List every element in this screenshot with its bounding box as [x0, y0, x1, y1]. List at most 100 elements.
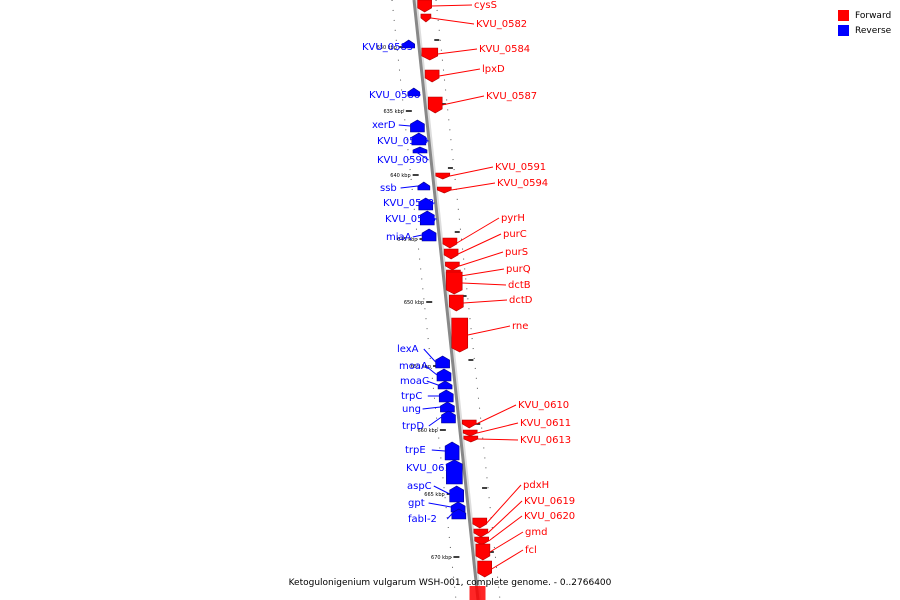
gene-kvu-0590[interactable] [412, 146, 428, 154]
gene-pdxh[interactable] [472, 517, 488, 529]
gene-kvu-0610[interactable] [461, 419, 477, 429]
gene-label-moac[interactable]: moaC [400, 376, 429, 387]
legend-reverse[interactable]: Reverse [838, 23, 891, 38]
gene-ung[interactable] [440, 401, 455, 413]
gene-purc[interactable] [443, 248, 459, 260]
gene-label-xerd[interactable]: xerD [372, 120, 396, 131]
gene-connector [431, 4, 473, 7]
gene-connector [430, 17, 475, 25]
gene-label-fabi-2[interactable]: fabI-2 [408, 514, 437, 525]
gene-moac[interactable] [437, 380, 453, 390]
gene-label-kvu-0590[interactable]: KVU_0590 [377, 155, 428, 166]
gene-label-kvu-0610[interactable]: KVU_0610 [518, 400, 569, 411]
gene-kvu-0613[interactable] [463, 435, 479, 443]
gene-connector [456, 217, 500, 244]
gene-label-purs[interactable]: purS [505, 247, 528, 258]
gene-miaa[interactable] [421, 228, 437, 242]
gene-label-kvu-0589[interactable]: KVU_0589 [377, 136, 428, 147]
tick-label: 635 kbp [383, 109, 403, 115]
gene-label-purq[interactable]: purQ [506, 264, 531, 275]
gene-label-kvu-0582[interactable]: KVU_0582 [476, 19, 527, 30]
gene-label-kvu-0584[interactable]: KVU_0584 [479, 44, 530, 55]
gene-label-kvu-0619[interactable]: KVU_0619 [524, 496, 575, 507]
gene-trpe[interactable] [444, 441, 460, 461]
gene-label-gmd[interactable]: gmd [525, 527, 547, 538]
gene-label-ung[interactable]: ung [402, 404, 421, 415]
gene-connector [462, 282, 507, 286]
gene-pyrh[interactable] [442, 237, 458, 249]
gene-label-trpe[interactable]: trpE [405, 445, 426, 456]
gene-dctd[interactable] [449, 294, 464, 312]
gene-kvu-0594[interactable] [436, 186, 452, 194]
gene-trpc[interactable] [438, 389, 454, 403]
tick-label: 670 kbp [431, 555, 451, 561]
gene-ssb[interactable] [417, 181, 431, 191]
gene-label-lpxd[interactable]: lpxD [482, 64, 505, 75]
gene-label-dctb[interactable]: dctB [508, 280, 531, 291]
gene-connector [491, 549, 524, 570]
legend-forward-label: Forward [855, 10, 892, 21]
gene-kvu-0589[interactable] [411, 132, 427, 146]
gene-label-miaa[interactable]: miaA [386, 232, 412, 243]
gene-rne[interactable] [451, 317, 469, 353]
gene-lpxd[interactable] [424, 69, 440, 83]
gene-kvu-0611[interactable] [462, 429, 478, 437]
tick-label: 655 kbp [411, 364, 431, 370]
legend-forward[interactable]: Forward [838, 8, 891, 23]
guide-dots-left [391, 0, 457, 600]
gene-moaa[interactable] [436, 368, 452, 382]
gene-label-purc[interactable]: purC [503, 229, 527, 240]
gene-label-kvu-0611[interactable]: KVU_0611 [520, 418, 571, 429]
gene-connector [428, 502, 452, 508]
gene-label-rne[interactable]: rne [512, 321, 528, 332]
gene-fabi-2[interactable] [451, 508, 467, 520]
gene-label-kvu-0614[interactable]: KVU_0614 [406, 463, 457, 474]
gene-aspc[interactable] [449, 485, 464, 503]
gene-cyss[interactable] [417, 0, 432, 13]
gene-partial[interactable] [469, 586, 486, 600]
gene-label-ssb[interactable]: ssb [380, 183, 397, 194]
gene-label-kvu-0594[interactable]: KVU_0594 [497, 178, 548, 189]
gene-connector [451, 182, 496, 191]
gene-connector [398, 124, 411, 127]
gene-kvu-0614[interactable] [446, 459, 463, 485]
gene-label-fcl[interactable]: fcl [525, 545, 537, 556]
gene-kvu-0582[interactable] [420, 13, 432, 23]
gene-label-pdxh[interactable]: pdxH [523, 480, 549, 491]
gene-lexa[interactable] [435, 355, 450, 369]
gene-label-kvu-0620[interactable]: KVU_0620 [524, 511, 575, 522]
gene-label-cyss[interactable]: cysS [474, 0, 497, 11]
gene-dctb[interactable] [445, 271, 463, 295]
gene-kvu-0619[interactable] [473, 528, 489, 538]
gene-label-pyrh[interactable]: pyrH [501, 213, 525, 224]
gene-gmd[interactable] [475, 543, 491, 561]
gene-label-kvu-0587[interactable]: KVU_0587 [486, 91, 537, 102]
gene-connector [449, 166, 494, 177]
gene-label-trpc[interactable]: trpC [401, 391, 422, 402]
gene-purs[interactable] [445, 261, 460, 271]
gene-xerd[interactable] [410, 119, 425, 133]
gene-label-kvu-0583[interactable]: KVU_0583 [362, 42, 413, 53]
gene-label-gpt[interactable]: gpt [408, 498, 425, 509]
gene-label-kvu-0591[interactable]: KVU_0591 [495, 162, 546, 173]
gene-fcl[interactable] [477, 560, 492, 578]
gene-kvu-0620[interactable] [474, 536, 490, 546]
gene-connector [477, 422, 519, 434]
gene-label-kvu-0593[interactable]: KVU_0593 [383, 198, 434, 209]
gene-label-kvu-0586[interactable]: KVU_0586 [369, 90, 420, 101]
gene-kvu-0591[interactable] [435, 172, 451, 180]
gene-kvu-0587[interactable] [427, 96, 443, 114]
gene-label-trpd[interactable]: trpD [402, 421, 424, 432]
gene-connector [431, 449, 446, 452]
gene-label-moaa[interactable]: moaA [399, 361, 428, 372]
gene-label-dctd[interactable]: dctD [509, 295, 533, 306]
gene-label-lexa[interactable]: lexA [397, 344, 419, 355]
backbone-line [412, 0, 480, 600]
gene-label-kvu-0613[interactable]: KVU_0613 [520, 435, 571, 446]
gene-label-aspc[interactable]: aspC [407, 481, 432, 492]
gene-trpd[interactable] [441, 410, 456, 424]
gene-connector [422, 406, 441, 410]
gene-label-kvu-0595[interactable]: KVU_0595 [385, 214, 436, 225]
gene-kvu-0584[interactable] [421, 47, 439, 61]
